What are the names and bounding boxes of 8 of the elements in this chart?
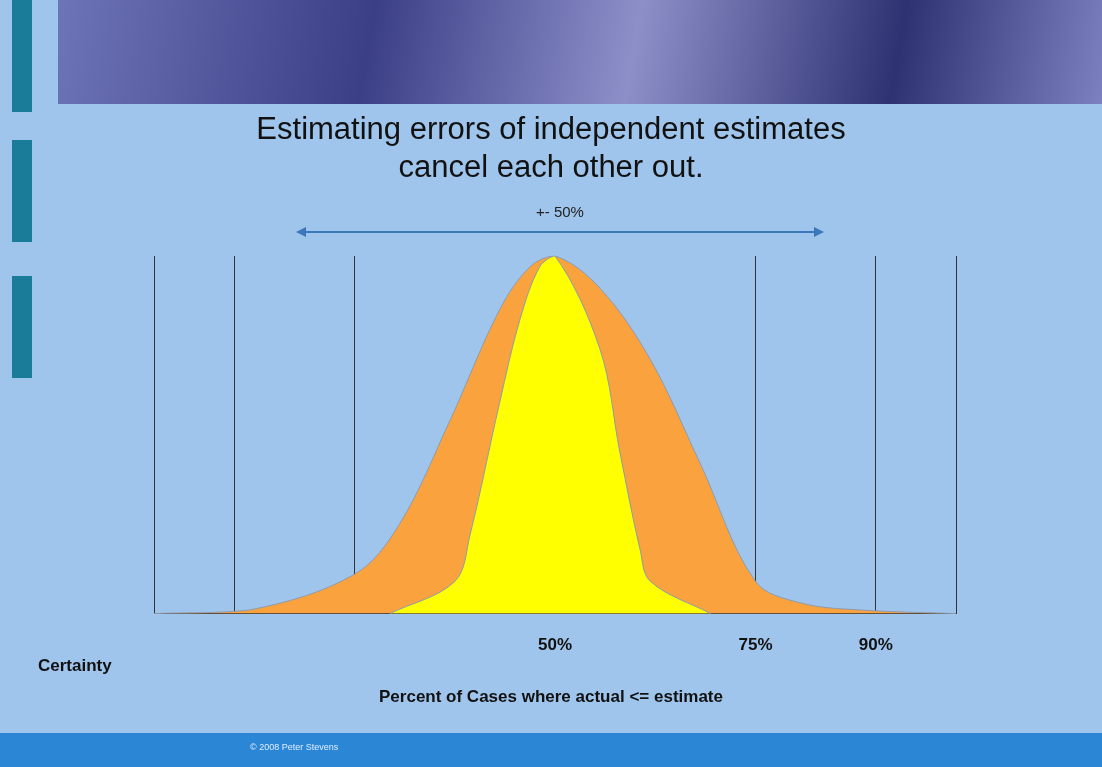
x-tick-label: 90% bbox=[858, 635, 893, 655]
chart-title: Estimating errors of independent estimates cancel each other out. bbox=[255, 110, 847, 186]
text: Certainty bbox=[38, 656, 112, 676]
text: +- 50% bbox=[535, 203, 585, 220]
x-axis-title: Percent of Cases where actual <= estimate bbox=[378, 687, 724, 707]
x-tick-label: 50% bbox=[537, 635, 573, 655]
text: © 2008 Peter Stevens bbox=[250, 742, 339, 752]
x-tick-label: 75% bbox=[738, 635, 773, 655]
